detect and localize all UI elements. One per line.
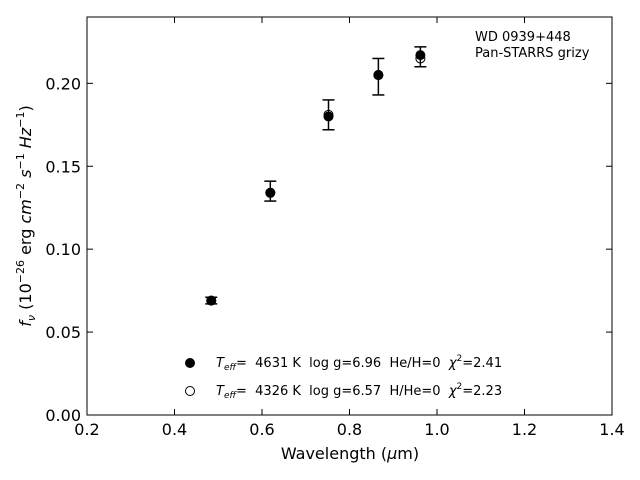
- tick-labels: 0.2 0.4 0.6 0.8 1.0 1.2 1.4 0.00 0.05 0.10 0.15 0.2…: [45, 74, 624, 439]
- x-tick-label: 0.6: [249, 420, 274, 439]
- x-tick-label: 1.4: [599, 420, 624, 439]
- legend-marker-open: [185, 386, 195, 396]
- model-point-filled: [415, 50, 426, 61]
- model-point-open: [323, 109, 334, 120]
- x-tick-label: 0.8: [337, 420, 362, 439]
- model-point-open: [206, 295, 217, 306]
- y-tick-label: 0.05: [45, 323, 81, 342]
- model-point-open: [373, 70, 384, 81]
- plot-frame: [86, 16, 613, 416]
- legend-entry-2: Teff= 4326 K log g=6.57 H/He=0 χ2=2.23: [216, 382, 502, 401]
- y-tick-label: 0.20: [45, 74, 81, 93]
- legend: Teff= 4631 K log g=6.96 He/H=0 χ2=2.41 T…: [185, 354, 502, 401]
- x-tick-label: 0.2: [74, 420, 99, 439]
- x-tick-label: 1.2: [512, 420, 537, 439]
- y-tick-label: 0.00: [45, 406, 81, 425]
- data-markers: [206, 50, 426, 306]
- object-name-annotation: WD 0939+448: [475, 30, 571, 45]
- survey-annotation: Pan-STARRS grizy: [475, 46, 590, 61]
- x-tick-label: 1.0: [424, 420, 449, 439]
- y-axis-title: fν (10−26 erg cm−2 s−1 Hz−1): [14, 105, 38, 326]
- x-axis-title: Wavelength (μm): [281, 444, 419, 463]
- y-tick-label: 0.15: [45, 157, 81, 176]
- x-tick-label: 0.4: [162, 420, 187, 439]
- legend-marker-filled: [185, 358, 195, 368]
- y-tick-label: 0.10: [45, 240, 81, 259]
- legend-entry-1: Teff= 4631 K log g=6.96 He/H=0 χ2=2.41: [216, 354, 502, 373]
- model-point-open: [265, 187, 276, 198]
- model-point-open: [415, 53, 426, 64]
